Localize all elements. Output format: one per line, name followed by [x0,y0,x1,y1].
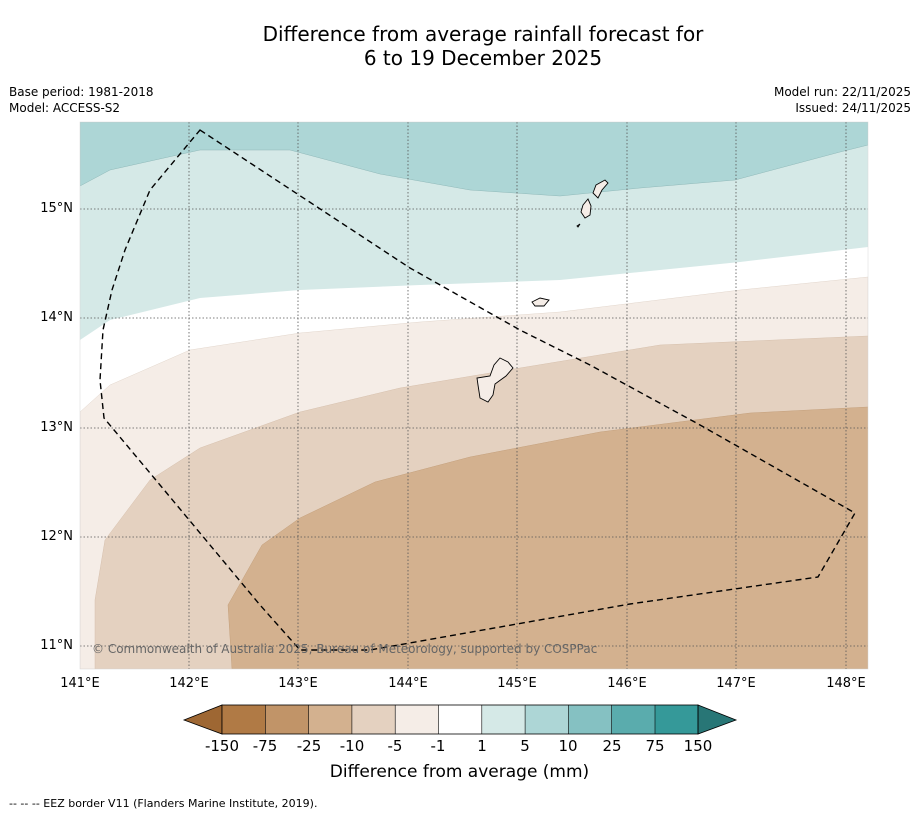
colorbar-segment [222,705,266,734]
lon-label: 144°E [388,676,428,691]
lat-label: 15°N [40,201,73,216]
colorbar-segment [265,705,309,734]
colorbar-tick: -25 [296,737,322,755]
colorbar [182,704,738,735]
colorbar-tick: -150 [204,737,240,755]
model-name: Model: ACCESS-S2 [9,101,121,115]
colorbar-tick: -5 [387,737,403,755]
band-5-to-10 [80,122,868,197]
eez-legend-note: -- -- -- EEZ border V11 (Flanders Marine… [9,797,318,810]
colorbar-segment [481,705,526,734]
colorbar-segment [611,705,655,734]
colorbar-segment [438,705,482,734]
rota-island [531,297,550,307]
title-line-1: Difference from average rainfall forecas… [262,22,704,46]
colorbar-segment [525,705,569,734]
map-frame [79,121,869,670]
graticule [80,122,868,669]
colorbar-tick: -10 [339,737,365,755]
guam-island [476,357,514,403]
info-left: Base period: 1981-2018 Model: ACCESS-S2 [9,84,154,116]
colorbar-tick: 25 [602,737,622,755]
lat-label: 13°N [40,420,73,435]
rainfall-map [80,122,868,669]
lon-label: 143°E [278,676,318,691]
eez-border [99,129,856,651]
colorbar-tick: -1 [430,737,446,755]
lat-label: 12°N [40,529,73,544]
colorbar-segment [395,705,439,734]
colorbar-segment [308,705,352,734]
lon-label: 147°E [716,676,756,691]
info-right: Model run: 22/11/2025 Issued: 24/11/2025 [774,84,911,116]
colorbar-segment [351,705,396,734]
colorbar-title: Difference from average (mm) [329,762,590,782]
colorbar-tick: 75 [645,737,665,755]
base-period: Base period: 1981-2018 [9,85,154,99]
title-line-2: 6 to 19 December 2025 [363,46,603,70]
lon-label: 146°E [607,676,647,691]
islands [476,179,609,403]
lat-label: 14°N [40,310,73,325]
aguijan-island [576,223,581,228]
colorbar-tick: 1 [477,737,487,755]
model-run: Model run: 22/11/2025 [773,85,911,99]
copyright-notice: © Commonwealth of Australia 2025, Bureau… [92,642,597,656]
colorbar-segment [655,705,698,734]
colorbar-arrow-high [697,704,738,735]
tinian-island [580,198,592,219]
band-minus10-to-minus25 [227,406,868,669]
colorbar-segment [568,705,612,734]
lon-label: 141°E [60,676,100,691]
colorbar-tick: 5 [520,737,530,755]
colorbar-tick: -75 [252,737,278,755]
colorbar-arrow-low [182,704,223,735]
chart-title: Difference from average rainfall forecas… [0,22,919,70]
lat-label: 11°N [40,638,73,653]
issued-date: Issued: 24/11/2025 [795,101,911,115]
lon-label: 142°E [169,676,209,691]
colorbar-tick: 150 [683,737,713,755]
colorbar-tick: 10 [558,737,578,755]
lon-label: 145°E [497,676,537,691]
saipan-island [592,179,609,199]
lon-label: 148°E [826,676,866,691]
